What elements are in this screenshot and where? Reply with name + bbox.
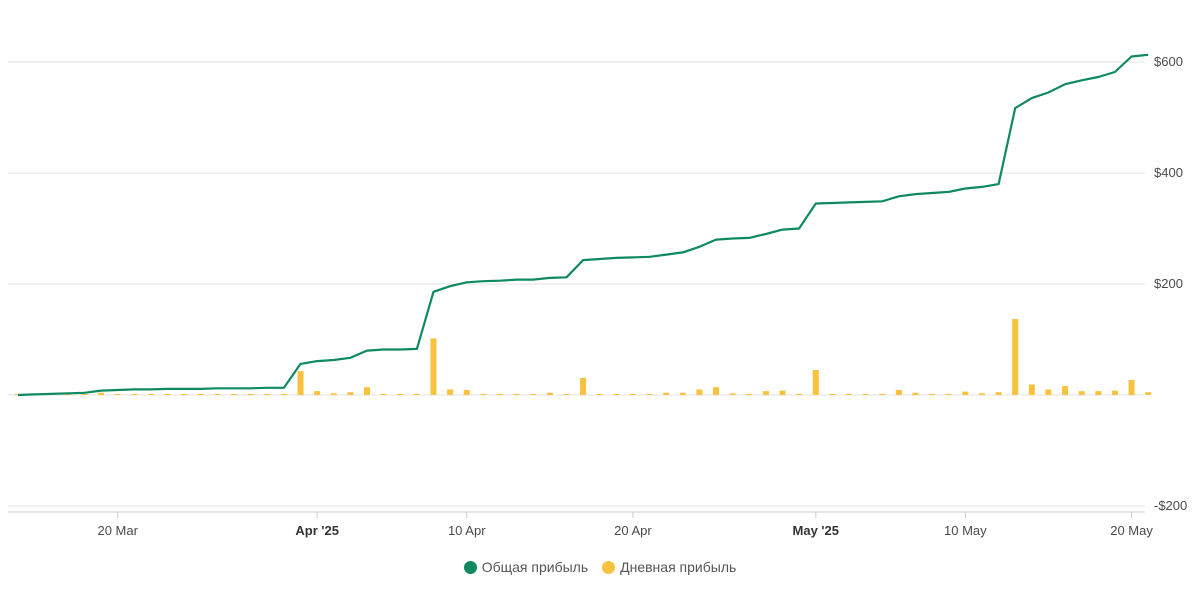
daily-profit-bar[interactable]	[580, 377, 587, 395]
x-axis: 20 Mar Apr '25 10 Apr 20 Apr May '25 10 May 20…	[8, 511, 1153, 538]
daily-profit-bar[interactable]	[480, 393, 487, 395]
daily-profit-bar[interactable]	[846, 394, 852, 395]
daily-profit-bar[interactable]	[463, 390, 470, 395]
daily-profit-bar[interactable]	[81, 394, 88, 395]
daily-profit-bar[interactable]	[696, 389, 703, 395]
daily-profit-bar[interactable]	[629, 394, 636, 395]
daily-profit-bar[interactable]	[197, 394, 204, 395]
daily-profit-bar[interactable]	[1145, 392, 1152, 395]
daily-profit-bar[interactable]	[1062, 386, 1069, 395]
daily-profit-bar[interactable]	[563, 394, 570, 395]
legend-label-daily-profit: Дневная прибыль	[620, 559, 737, 575]
daily-profit-bar[interactable]	[530, 394, 537, 395]
daily-profit-bar[interactable]	[114, 394, 121, 395]
daily-profit-bar[interactable]	[995, 392, 1002, 395]
total-profit-line-group	[17, 53, 1149, 397]
daily-profit-bar[interactable]	[1028, 384, 1035, 395]
daily-profit-bar[interactable]	[879, 393, 886, 395]
daily-profit-bar[interactable]	[380, 393, 387, 395]
daily-profit-bar[interactable]	[164, 394, 171, 395]
daily-profit-bar[interactable]	[314, 391, 321, 395]
y-tick-label: $200	[1154, 276, 1183, 291]
daily-profit-bar[interactable]	[729, 393, 736, 395]
daily-profit-bar[interactable]	[762, 391, 769, 395]
daily-profit-bar[interactable]	[247, 394, 254, 395]
daily-profit-bar[interactable]	[231, 394, 238, 395]
daily-profit-bar[interactable]	[413, 394, 420, 395]
daily-profit-bar[interactable]	[513, 393, 520, 395]
legend-item-daily-profit[interactable]: Дневная прибыль	[602, 559, 736, 575]
daily-profit-bar[interactable]	[181, 394, 188, 395]
daily-profit-bar[interactable]	[397, 394, 404, 395]
daily-profit-bar[interactable]	[679, 392, 686, 395]
daily-profit-bar[interactable]	[131, 394, 138, 395]
daily-profit-bar[interactable]	[297, 371, 304, 395]
y-axis-labels: $600 $400 $200 -$200	[1154, 54, 1187, 513]
daily-profit-bar[interactable]	[1111, 390, 1118, 395]
daily-profit-bar[interactable]	[613, 393, 620, 395]
daily-profit-bar[interactable]	[546, 392, 553, 395]
daily-profit-bar[interactable]	[264, 394, 271, 395]
daily-profit-bar[interactable]	[862, 394, 869, 395]
x-tick-label: 10 Apr	[448, 523, 486, 538]
daily-profit-bar[interactable]	[945, 393, 952, 395]
legend-item-total-profit[interactable]: Общая прибыль	[463, 559, 589, 575]
x-tick-label: 10 May	[944, 523, 987, 538]
daily-profit-bar[interactable]	[829, 394, 836, 395]
daily-profit-bar[interactable]	[330, 393, 337, 395]
total-profit-line[interactable]	[17, 53, 1149, 397]
daily-profit-bar[interactable]	[98, 392, 105, 395]
daily-profit-bar[interactable]	[929, 393, 936, 395]
x-tick-label: 20 May	[1110, 523, 1153, 538]
daily-profit-bar[interactable]	[1095, 391, 1102, 395]
daily-profit-bar[interactable]	[64, 394, 71, 395]
daily-profit-bar[interactable]	[430, 338, 437, 395]
x-tick-label: May '25	[793, 523, 839, 538]
daily-profit-bar[interactable]	[912, 392, 919, 395]
y-tick-label: -$200	[1154, 498, 1187, 513]
x-tick-label: 20 Apr	[614, 523, 652, 538]
daily-profit-bar[interactable]	[364, 387, 371, 395]
daily-profit-bar[interactable]	[796, 393, 803, 395]
daily-profit-bar[interactable]	[663, 392, 670, 395]
daily-profit-bar[interactable]	[779, 390, 786, 395]
legend-dot-total-profit	[463, 560, 477, 574]
legend-label-total-profit: Общая прибыль	[481, 559, 589, 575]
daily-profit-bar[interactable]	[962, 391, 969, 395]
x-tick-label: Apr '25	[295, 523, 339, 538]
grid-lines	[8, 61, 1145, 507]
daily-profit-bar[interactable]	[496, 394, 503, 395]
daily-profit-bar[interactable]	[713, 387, 720, 395]
y-tick-label: $600	[1154, 54, 1183, 69]
daily-profit-bar[interactable]	[978, 393, 985, 395]
daily-profit-bar[interactable]	[895, 390, 902, 395]
legend-dot-daily-profit	[602, 560, 616, 574]
daily-profit-bar[interactable]	[1078, 391, 1085, 395]
daily-profit-bar[interactable]	[214, 394, 221, 395]
daily-profit-bar[interactable]	[147, 394, 154, 395]
daily-profit-bar[interactable]	[812, 370, 819, 395]
daily-profit-bar[interactable]	[1045, 389, 1052, 395]
y-tick-label: $400	[1154, 165, 1183, 180]
x-tick-label: 20 Mar	[97, 523, 138, 538]
daily-profit-bar[interactable]	[447, 389, 454, 395]
daily-profit-bar[interactable]	[1128, 380, 1135, 395]
daily-profit-bar[interactable]	[746, 394, 753, 395]
daily-profit-bar[interactable]	[596, 393, 603, 395]
daily-profit-bar[interactable]	[1012, 318, 1019, 395]
daily-profit-bar[interactable]	[646, 394, 653, 395]
legend: Общая прибыль Дневная прибыль	[0, 559, 1200, 575]
daily-profit-bars	[15, 318, 1152, 395]
daily-profit-bar[interactable]	[347, 392, 354, 395]
daily-profit-bar[interactable]	[280, 394, 287, 395]
